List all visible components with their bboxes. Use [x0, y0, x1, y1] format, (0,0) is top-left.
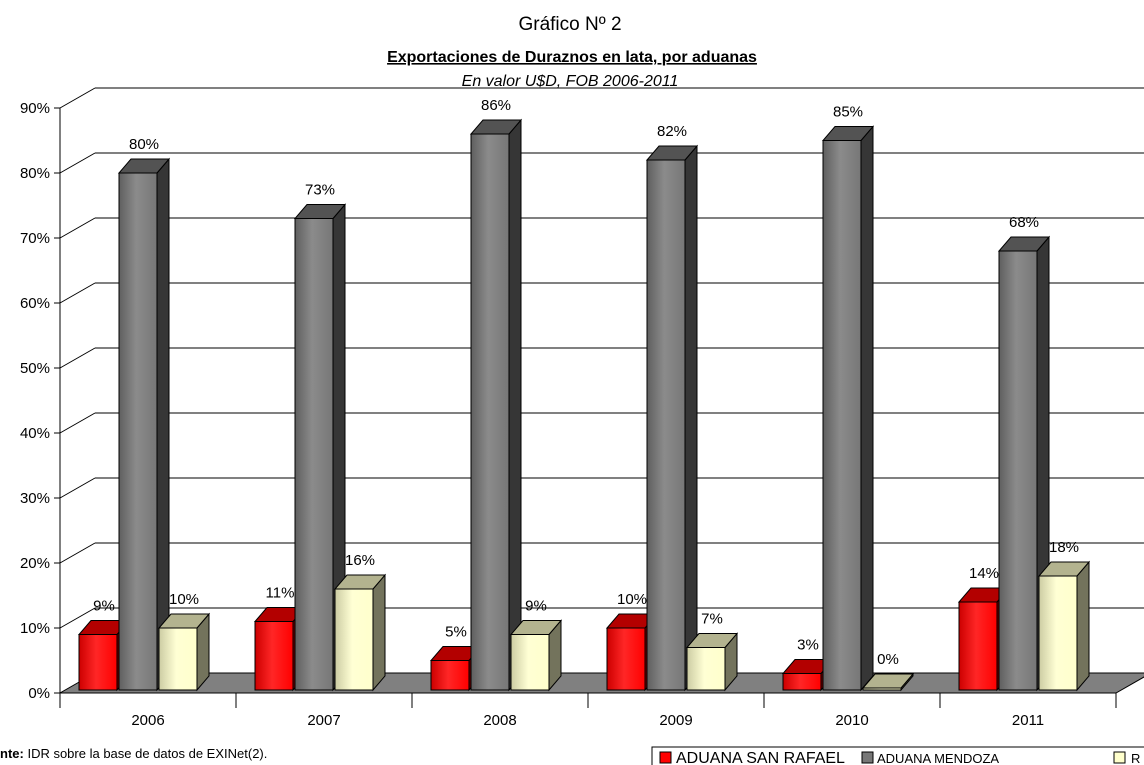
legend-label-r: R	[1131, 751, 1140, 765]
y-tick-label: 60%	[20, 295, 50, 312]
y-tick-label: 10%	[20, 620, 50, 637]
y-tick-label: 80%	[20, 165, 50, 182]
data-label: 7%	[701, 611, 723, 628]
bar	[469, 118, 523, 692]
gridline-diagonal	[59, 412, 96, 434]
y-tick-label: 20%	[20, 555, 50, 572]
bar	[333, 573, 387, 692]
axes-group: 0% 10% 20% 30% 40% 50% 60% 70% 80% 90% 2006 2007 200…	[20, 100, 1117, 729]
legend-swatch-r	[1113, 751, 1126, 764]
bar	[293, 203, 347, 692]
legend-swatch-mendoza	[861, 751, 874, 764]
data-label: 10%	[617, 591, 647, 608]
legend-swatch-san-rafael	[659, 751, 672, 764]
y-tick-label: 0%	[28, 685, 50, 702]
y-tick-label: 50%	[20, 360, 50, 377]
data-label: 80%	[129, 136, 159, 153]
gridline-diagonal	[59, 477, 96, 499]
data-label: 11%	[266, 585, 295, 602]
data-label: 85%	[833, 104, 863, 121]
data-label: 9%	[525, 598, 547, 615]
data-label: 86%	[481, 97, 511, 114]
y-tick-label: 30%	[20, 490, 50, 507]
chart-subtitle2: En valor U$D, FOB 2006-2011	[462, 73, 679, 90]
bar	[253, 606, 307, 692]
data-label: 82%	[657, 123, 687, 140]
bar	[645, 144, 699, 692]
legend-label-mendoza: ADUANA MENDOZA	[877, 751, 999, 765]
source-note: nte: IDR sobre la base de datos de EXINe…	[0, 746, 267, 761]
gridline-diagonal	[59, 152, 96, 174]
bar	[861, 672, 915, 692]
x-tick-label: 2006	[131, 712, 164, 729]
legend-label-san-rafael: ADUANA SAN RAFAEL	[676, 750, 845, 765]
gridline-diagonal	[59, 217, 96, 239]
x-tick-label: 2007	[307, 712, 340, 729]
bar	[117, 157, 171, 692]
x-tick-label: 2008	[483, 712, 516, 729]
data-label: 18%	[1049, 539, 1079, 556]
chart-title: Gráfico Nº 2	[518, 14, 621, 35]
bar	[821, 125, 875, 692]
gridline-diagonal	[59, 87, 96, 109]
y-tick-label: 40%	[20, 425, 50, 442]
bar	[509, 619, 563, 692]
y-tick-label: 90%	[20, 100, 50, 117]
data-label: 68%	[1009, 214, 1039, 231]
bar	[157, 612, 211, 692]
bars-group	[77, 118, 1091, 692]
data-label: 5%	[445, 624, 467, 641]
legend: ADUANA SAN RAFAEL ADUANA MENDOZA R	[651, 746, 1144, 765]
data-label: 3%	[797, 637, 819, 654]
data-label: 73%	[305, 182, 335, 199]
legend-box	[651, 746, 1144, 765]
source-text: IDR sobre la base de datos de EXINet(2).	[24, 746, 268, 761]
gridline-diagonal	[59, 607, 96, 629]
gridline-diagonal	[59, 347, 96, 369]
y-tick-label: 70%	[20, 230, 50, 247]
x-tick-label: 2011	[1012, 712, 1044, 729]
source-label: nte:	[0, 746, 24, 761]
chart-subtitle: Exportaciones de Duraznos en lata, por a…	[387, 49, 757, 66]
data-label: 9%	[93, 598, 115, 615]
bar	[997, 235, 1051, 692]
bar	[685, 632, 739, 692]
x-tick-label: 2010	[835, 712, 868, 729]
gridline-diagonal	[59, 282, 96, 304]
data-labels-group: 9% 80% 10% 11% 73% 16% 5% 86% 9% 10% 82% 7% 3% 85% 0% 1…	[93, 97, 1079, 668]
data-label: 16%	[345, 552, 375, 569]
bar	[1037, 560, 1091, 692]
data-label: 10%	[169, 591, 199, 608]
x-tick-label: 2009	[659, 712, 692, 729]
gridline-diagonal	[59, 542, 96, 564]
data-label: 14%	[969, 565, 999, 582]
data-label: 0%	[877, 651, 899, 668]
